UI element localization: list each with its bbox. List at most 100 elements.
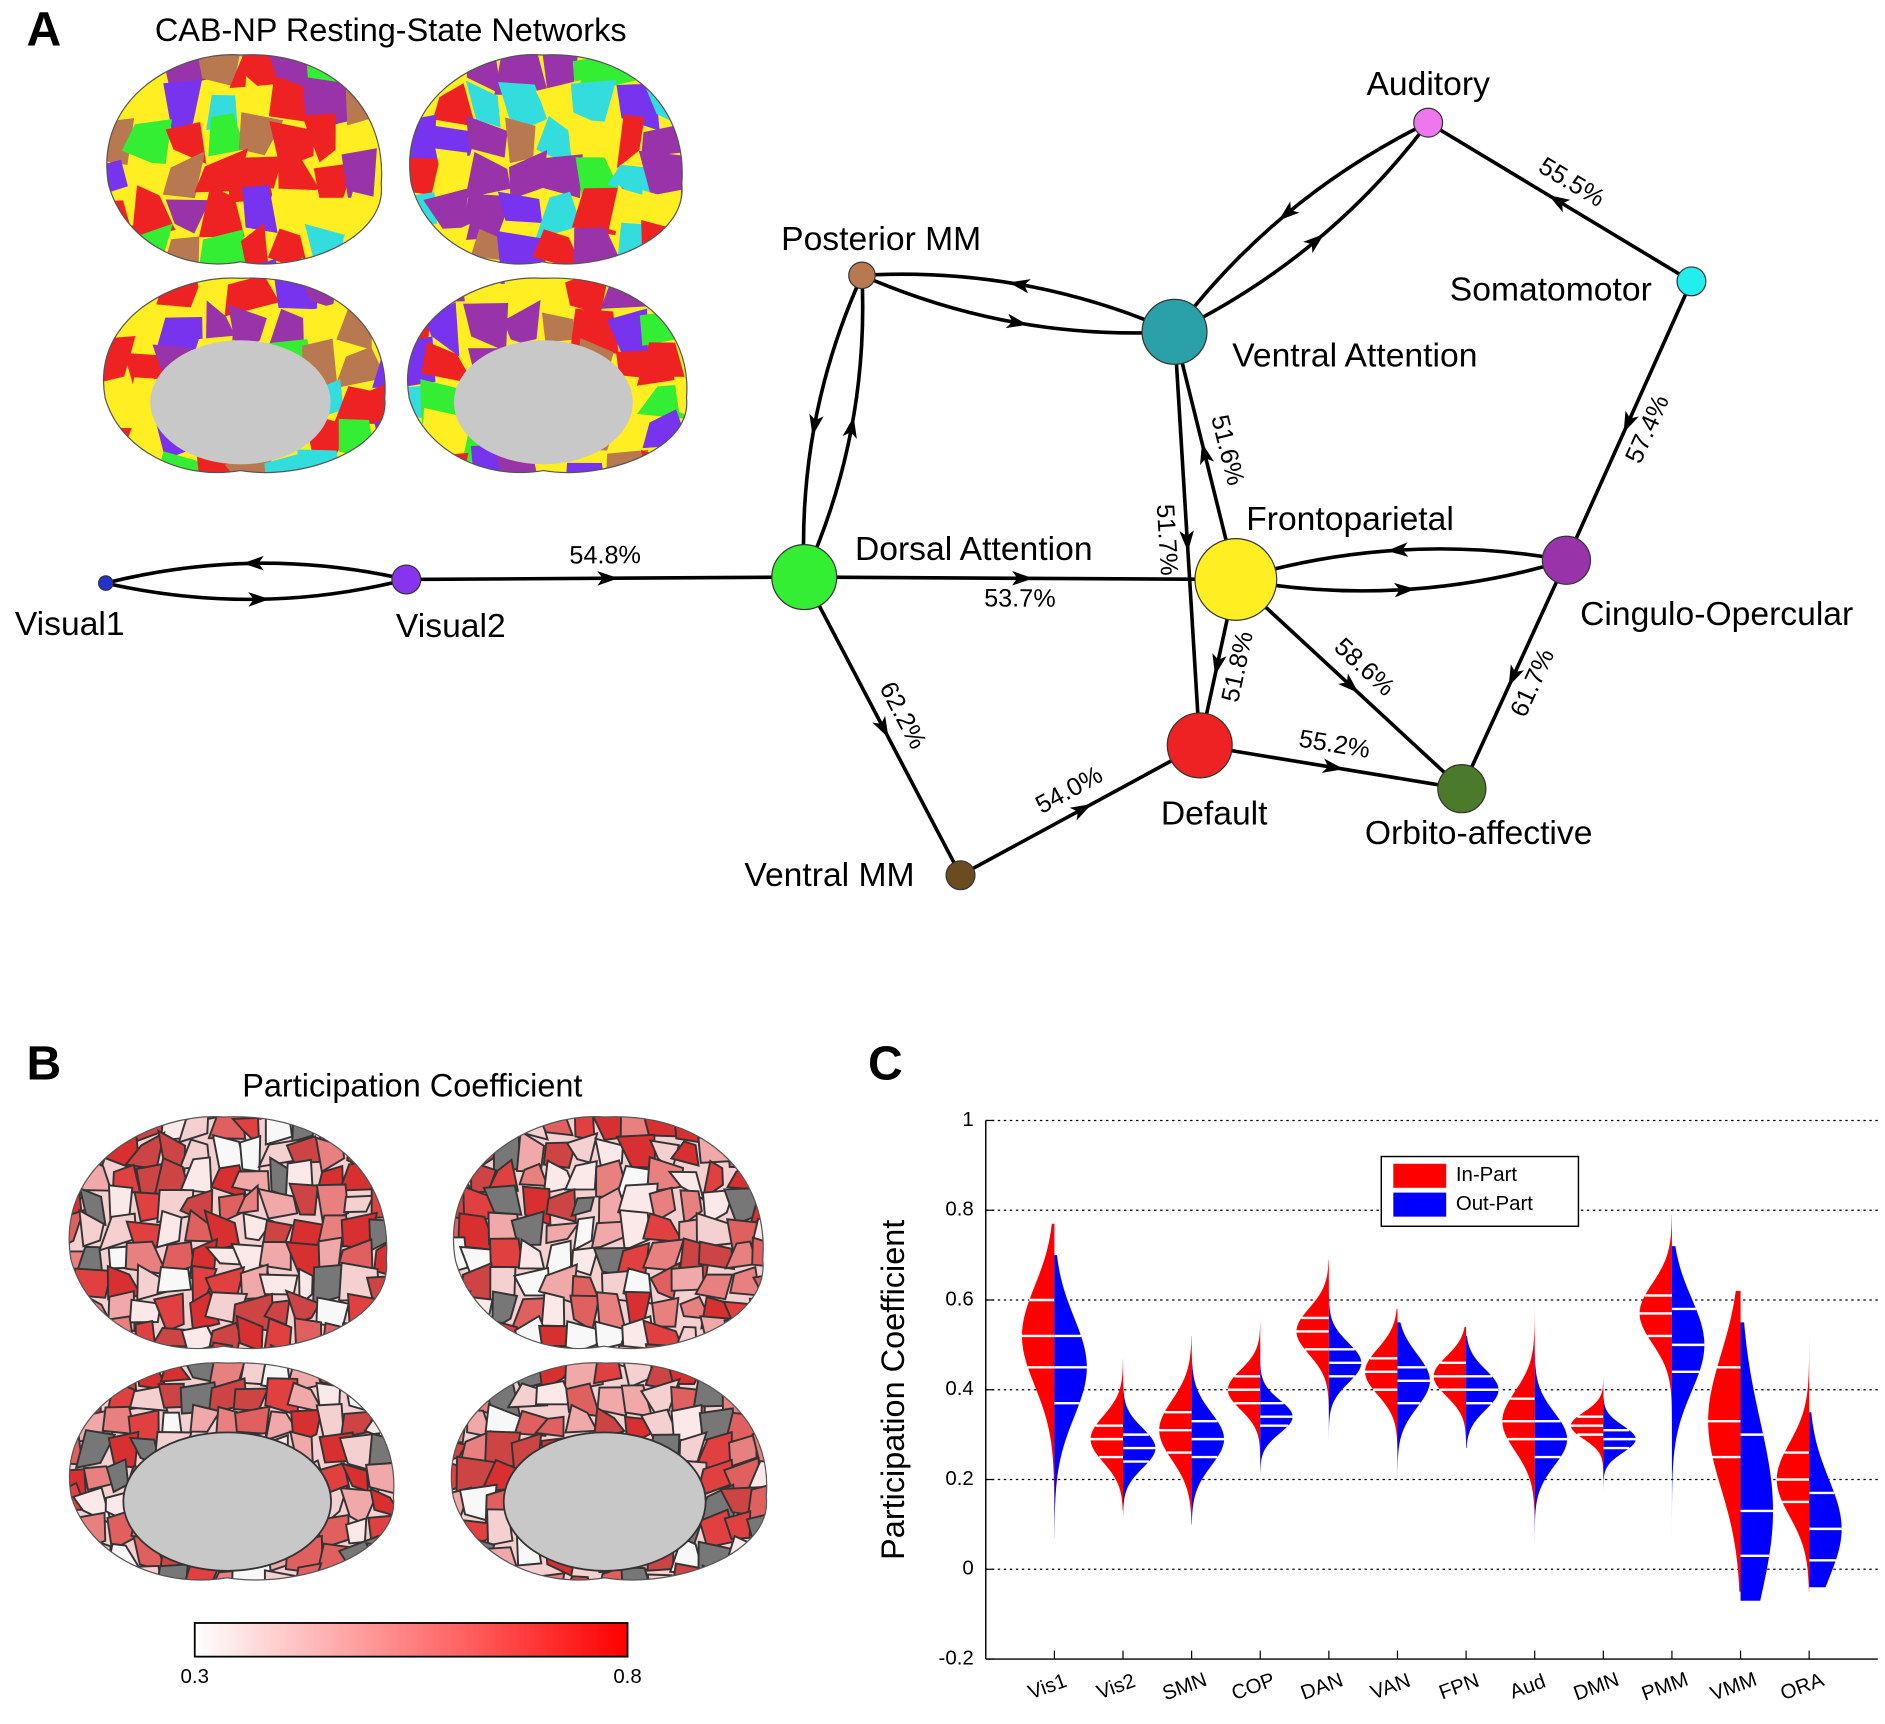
node-label: Default [1161,796,1268,833]
brain-parcel [457,1336,494,1361]
brain-parcel [369,374,386,427]
brain-parcel [679,1189,703,1226]
brain-parcel [424,1563,458,1598]
brain-parcel [69,1142,83,1165]
brain-parcel [69,1402,86,1440]
panel-title: Participation Coefficient [242,1067,582,1103]
brain-parcel [69,1379,89,1420]
brain-parcel [69,1292,85,1321]
brain-parcel [564,462,605,473]
brain-parcel [49,188,93,237]
brain-outline [102,277,386,474]
brain-parcel [491,1290,519,1332]
brain-parcel [345,84,382,126]
brain-parcel [407,1565,440,1597]
brain-parcel [532,229,584,264]
violin-half [1809,1412,1842,1588]
brain-parcel [591,1343,632,1349]
brain-parcel [510,1210,545,1246]
brain-parcel [641,1116,680,1138]
brain-parcel [391,1590,424,1626]
y-tick-label: 0.4 [945,1378,973,1400]
brain-parcel [409,54,438,93]
brain-parcel [369,1487,394,1520]
brain-parcel [334,346,386,389]
brain-parcel [459,1323,502,1349]
brain-parcel [710,417,763,460]
brain-parcel [155,1209,183,1249]
brain-parcel [695,1595,733,1617]
brain-outline [409,54,683,265]
brain-parcel [649,1085,676,1110]
brain-parcel [52,156,89,203]
brain-parcel [134,484,162,528]
brain-parcel [389,1428,394,1472]
brain-parcel [373,421,386,450]
brain-parcel [423,187,470,229]
brain-parcel [687,222,727,265]
brain-parcel [466,115,508,158]
violin-half [1466,1335,1499,1449]
brain-parcel [687,162,726,188]
edge-arrow [1386,542,1409,557]
brain-parcel [757,1161,764,1196]
brain-parcel [373,1236,387,1278]
edge-arrow [1393,582,1416,598]
brain-parcel [666,1362,710,1385]
brain-parcel [375,233,382,264]
brain-parcel [426,1378,454,1415]
brain-parcel [488,1237,524,1269]
brain-parcel [528,277,577,308]
brain-parcel [712,259,764,301]
brain-parcel [106,200,131,230]
brain-parcel [353,491,395,531]
brain-parcel [301,113,336,163]
brain-parcel [572,1215,595,1252]
brain-parcel [405,1484,441,1523]
brain-parcel [339,1362,372,1393]
brain-parcel [53,311,93,347]
brain-parcel [108,1589,139,1622]
brain-parcel [710,493,752,535]
brain-parcel [48,256,102,307]
violin-half [1433,1326,1467,1440]
brain-parcel [677,54,683,81]
brain-parcel [29,1538,49,1566]
brain-parcel [463,302,509,352]
brain-parcel [377,265,419,311]
x-tick-label: DAN [1298,1669,1346,1704]
brain-parcel [569,118,623,169]
brain-parcel [458,193,513,241]
brain-parcel [694,1273,734,1301]
violin-half [1021,1223,1055,1538]
brain-parcel [408,1326,441,1356]
brain-parcel [407,277,438,320]
brain-parcel [619,1084,651,1106]
brain-parcel [339,1116,381,1143]
brain-parcel [378,1116,387,1142]
brain-parcel [396,1465,431,1495]
brain-parcel [408,1602,443,1623]
brain-parcel [409,256,442,264]
brain-parcel [302,197,356,229]
brain-parcel [198,186,245,238]
edge-arrow [872,715,889,738]
brain-parcel [723,1316,757,1349]
edge-arrow [597,571,619,586]
brain-parcel [50,1327,81,1360]
brain-parcel [392,1246,427,1268]
edge-label: 54.8% [569,541,641,569]
panel-letter: B [26,1037,61,1091]
brain-parcel [20,1188,52,1225]
brain-parcel [69,1508,79,1547]
brain-medial-wall [453,340,633,465]
brain-parcel [426,488,470,518]
panel-letter: A [26,3,61,57]
brain-parcel [788,1378,816,1403]
legend-label: In-Part [1456,1164,1518,1186]
brain-parcel [723,1327,760,1359]
brain-parcel [608,54,652,87]
brain-outline [68,1362,395,1581]
brain-parcel [779,1386,809,1419]
brain-parcel [748,1297,764,1333]
